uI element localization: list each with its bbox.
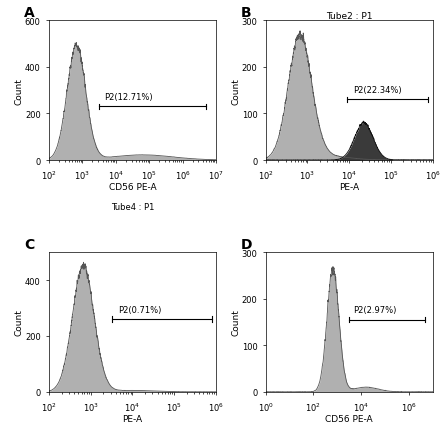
X-axis label: CD56 PE-A: CD56 PE-A [326,414,373,423]
Text: Tube4 : P1: Tube4 : P1 [111,202,154,211]
Text: B: B [241,6,252,20]
Text: D: D [241,237,252,251]
Y-axis label: Count: Count [15,309,24,336]
Title: Tube2 : P1: Tube2 : P1 [326,12,372,20]
Y-axis label: Count: Count [231,78,240,104]
X-axis label: CD56 PE-A: CD56 PE-A [109,183,156,192]
Y-axis label: Count: Count [14,78,24,104]
Text: C: C [24,237,34,251]
Y-axis label: Count: Count [231,309,240,336]
X-axis label: PE-A: PE-A [123,414,143,423]
Text: P2(0.71%): P2(0.71%) [118,305,161,314]
Text: P2(2.97%): P2(2.97%) [353,305,396,314]
Text: P2(22.34%): P2(22.34%) [353,86,402,95]
Text: A: A [24,6,35,20]
X-axis label: PE-A: PE-A [339,183,359,192]
Text: P2(12.71%): P2(12.71%) [104,93,153,102]
